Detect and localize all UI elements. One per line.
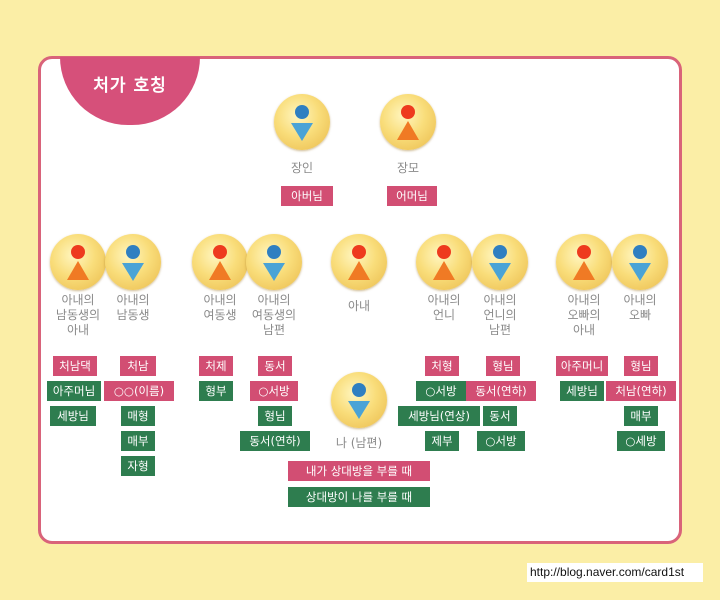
title-tag: ○세방 [617, 431, 665, 451]
title-tag: ○서방 [477, 431, 525, 451]
woman-icon [192, 234, 248, 290]
title-tag: 처남(연하) [606, 381, 676, 401]
title-tag: 형님 [624, 356, 658, 376]
title-tag: 매형 [121, 406, 155, 426]
me-label: 나 (남편) [335, 436, 383, 450]
title-tag: 자형 [121, 456, 155, 476]
wife-label: 아내 [347, 299, 371, 313]
title-tag: 매부 [624, 406, 658, 426]
wife-older-sister-husband-label: 아내의 언니의 남편 [483, 293, 517, 337]
man-icon [246, 234, 302, 290]
source-url: http://blog.naver.com/card1st [527, 563, 703, 582]
father-label: 장인 [290, 161, 314, 175]
wife-older-sister-label: 아내의 언니 [427, 293, 461, 322]
title-tag: ○○(이름) [104, 381, 174, 401]
title-tag: 아주머니 [556, 356, 608, 376]
title-tag: 아주머님 [47, 381, 101, 401]
title-tag: 동서 [258, 356, 292, 376]
title-tag: 형님 [486, 356, 520, 376]
title-tag: ○서방 [250, 381, 298, 401]
woman-icon [50, 234, 106, 290]
mother-label: 장모 [396, 161, 420, 175]
man-icon [612, 234, 668, 290]
title-tag: ○서방 [416, 381, 466, 401]
wife-older-brother-wife-label: 아내의 오빠의 아내 [567, 293, 601, 337]
wife-younger-sister-husband-label: 아내의 여동생의 남편 [251, 293, 297, 337]
title-tag: 세방님 [560, 381, 604, 401]
title-tag: 동서(연하) [466, 381, 536, 401]
wife-older-brother-label: 아내의 오빠 [623, 293, 657, 322]
title-tag: 처남댁 [53, 356, 97, 376]
title-tag: 매부 [121, 431, 155, 451]
title-tag: 제부 [425, 431, 459, 451]
woman-icon [556, 234, 612, 290]
wife-younger-brother-wife-label: 아내의 남동생의 아내 [55, 293, 101, 337]
title-tag: 세방님 [50, 406, 96, 426]
man-icon [274, 94, 330, 150]
woman-icon [380, 94, 436, 150]
father-call-tag: 아버님 [281, 186, 333, 206]
woman-icon [416, 234, 472, 290]
man-icon [105, 234, 161, 290]
man-icon [472, 234, 528, 290]
title-tag: 세방님(연상) [398, 406, 480, 426]
wife-younger-brother-label: 아내의 남동생 [116, 293, 150, 322]
title-tag: 동서 [483, 406, 517, 426]
title-tag: 처제 [199, 356, 233, 376]
woman-icon [331, 234, 387, 290]
legend-pink: 내가 상대방을 부를 때 [288, 461, 430, 481]
title-tag: 처남 [120, 356, 156, 376]
title-tag: 처형 [425, 356, 459, 376]
wife-younger-sister-label: 아내의 여동생 [203, 293, 237, 322]
title-tag: 형님 [258, 406, 292, 426]
title-tag: 동서(연하) [240, 431, 310, 451]
page-title: 처가 호칭 [93, 76, 167, 96]
legend-green: 상대방이 나를 부를 때 [288, 487, 430, 507]
title-tag: 형부 [199, 381, 233, 401]
man-icon [331, 372, 387, 428]
mother-call-tag: 어머님 [387, 186, 437, 206]
